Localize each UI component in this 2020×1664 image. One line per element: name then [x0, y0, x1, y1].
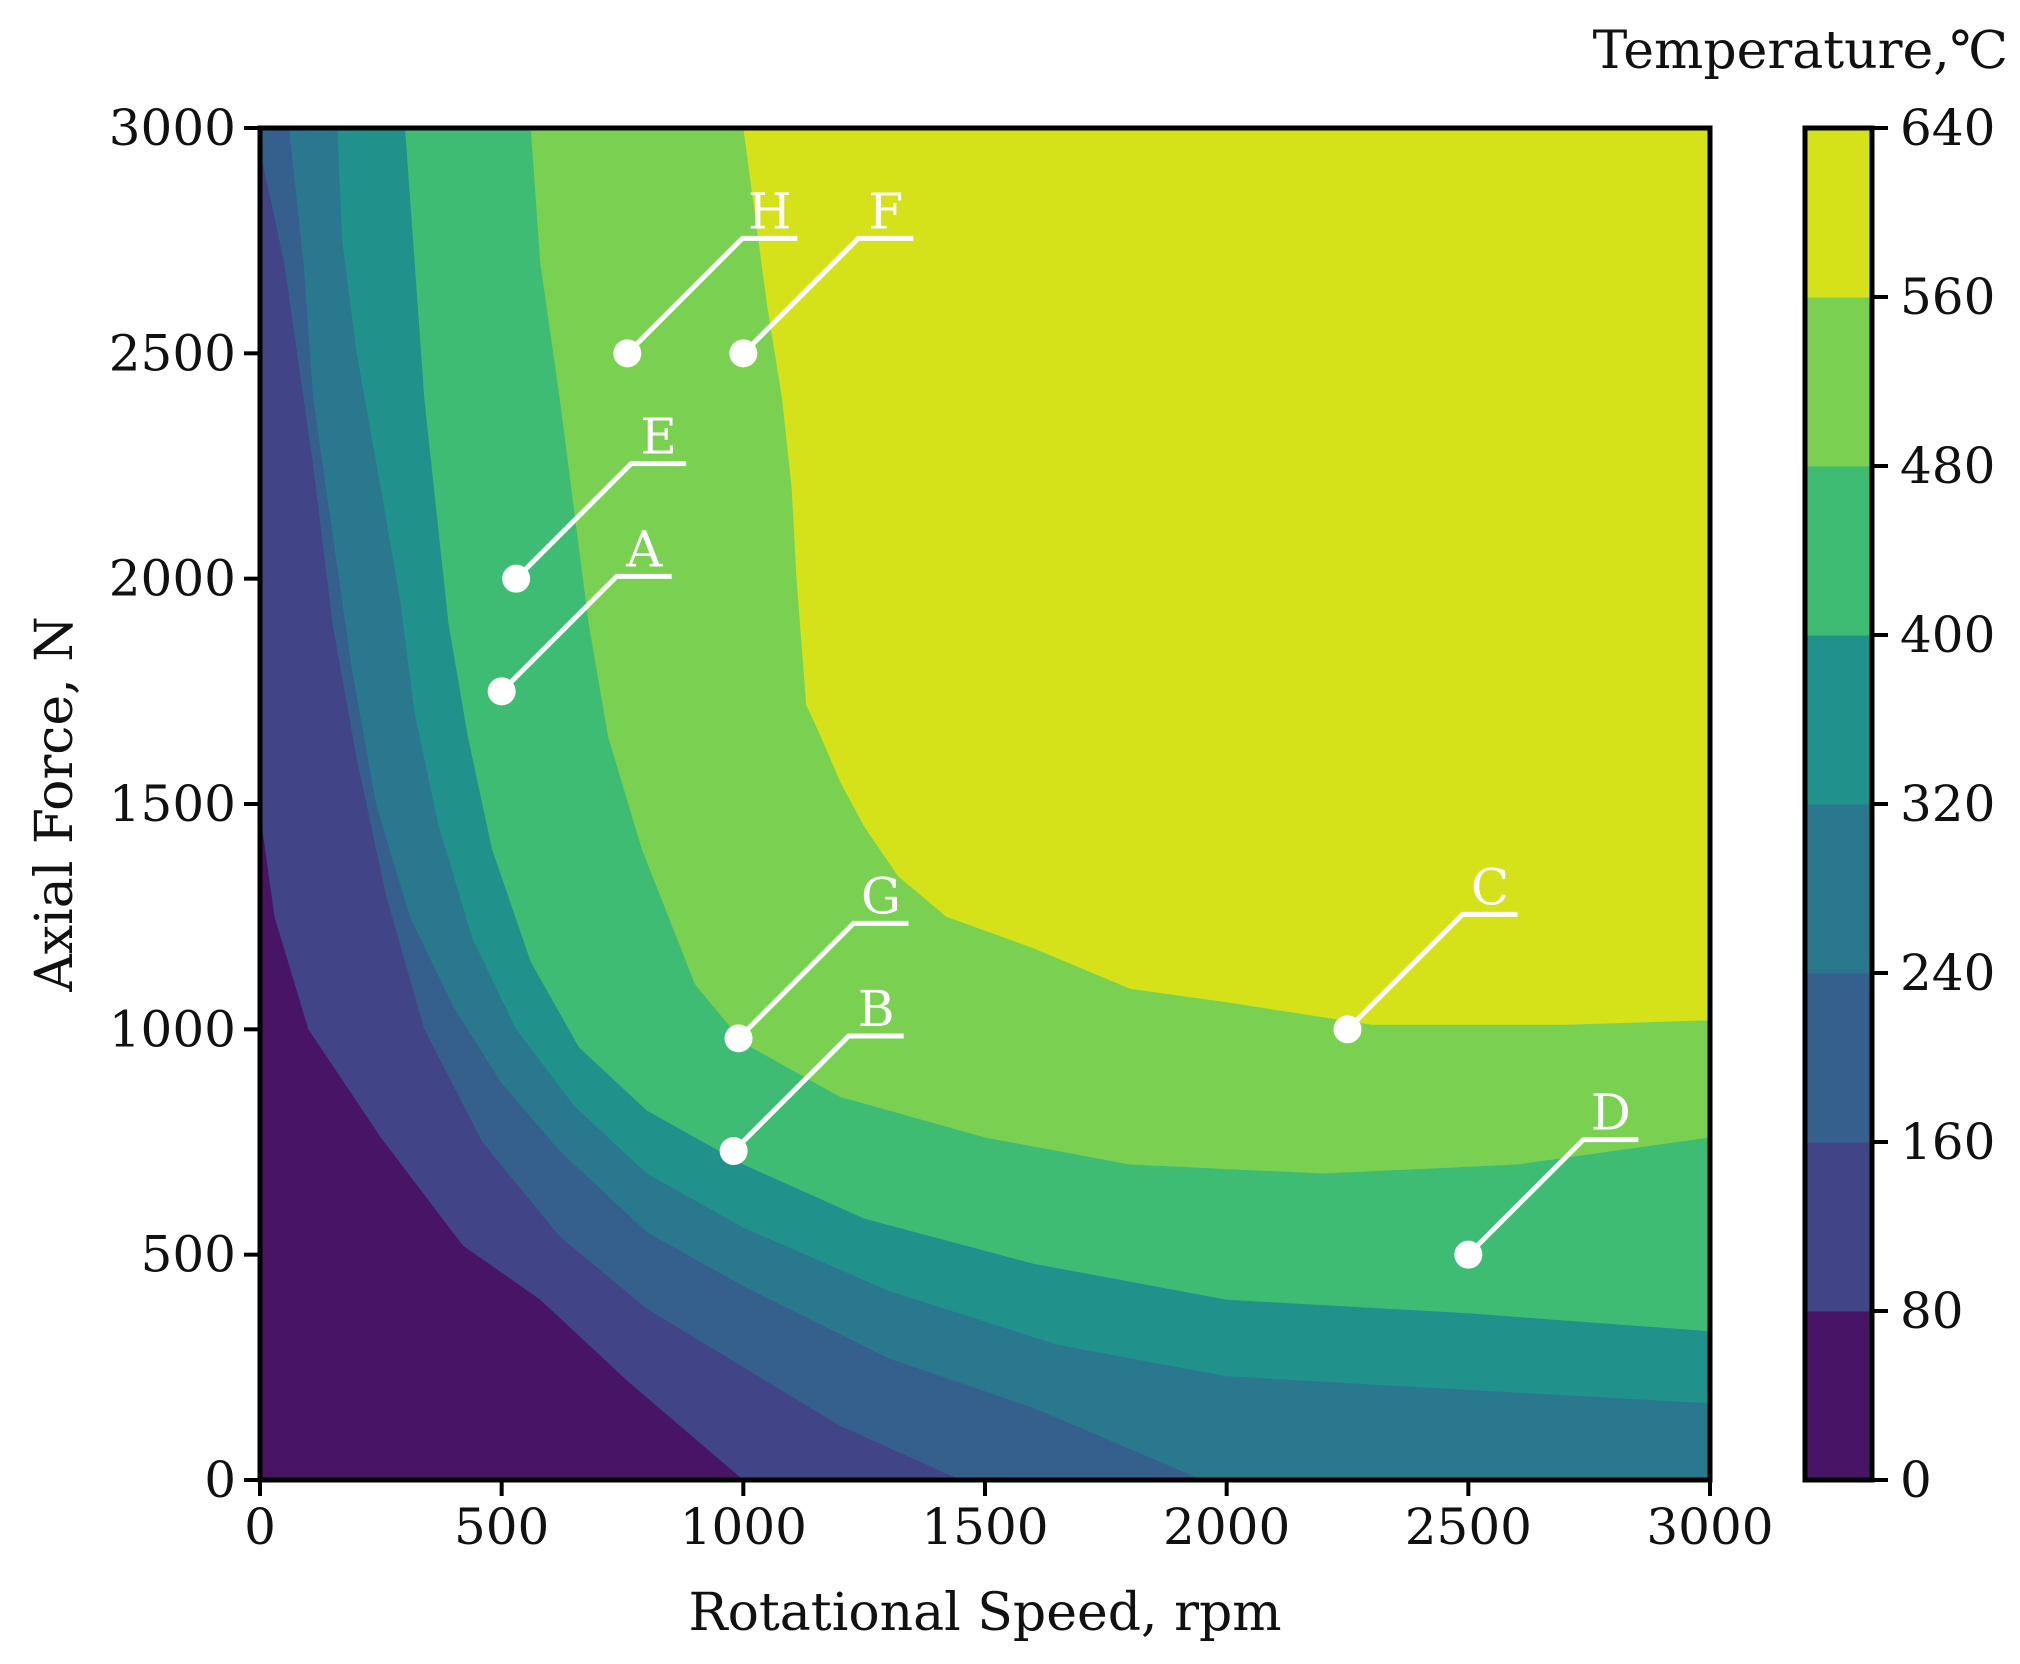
y-tick-label: 500: [141, 1226, 236, 1284]
x-tick-label: 2000: [1163, 1498, 1290, 1556]
y-tick-label: 0: [204, 1451, 236, 1509]
leader-line: [1466, 1137, 1639, 1257]
x-tick-label: 1000: [680, 1498, 807, 1556]
leader-line: [625, 235, 798, 356]
y-axis-title: Axial Force, N: [25, 616, 85, 993]
point-label: B: [858, 980, 895, 1038]
colorbar-tick-label: 320: [1900, 775, 1995, 833]
leader-line: [741, 235, 914, 356]
leader-line: [499, 573, 672, 694]
plot-area: [260, 128, 1710, 1480]
x-axis-title: Rotational Speed, rpm: [688, 1583, 1281, 1643]
colorbar-tick-label: 160: [1900, 1113, 1995, 1171]
point-F: F: [729, 182, 914, 368]
colorbar-tick-label: 80: [1900, 1282, 1964, 1340]
point-C: C: [1333, 858, 1518, 1044]
point-label: F: [868, 182, 903, 240]
colorbar-segment: [1805, 973, 1872, 1143]
colorbar-tick-label: 400: [1900, 606, 1995, 664]
point-B: B: [719, 980, 904, 1166]
x-tick-label: 2500: [1405, 1498, 1532, 1556]
leader-line: [1345, 911, 1518, 1032]
x-tick-label: 500: [454, 1498, 549, 1556]
point-label: E: [640, 408, 677, 466]
y-axis: 0 500 1000 1500 2000 2500 3000: [109, 99, 260, 1509]
leader-line: [514, 461, 687, 581]
y-tick-label: 3000: [109, 99, 236, 157]
point-E: E: [502, 408, 687, 593]
point-G: G: [724, 867, 909, 1053]
colorbar-segment: [1805, 635, 1872, 805]
colorbar-segment: [1805, 466, 1872, 636]
colorbar-segment: [1805, 128, 1872, 298]
x-axis: 0 500 1000 1500 2000 2500 3000: [244, 1480, 1774, 1556]
x-tick-label: 0: [244, 1498, 276, 1556]
point-D: D: [1454, 1084, 1639, 1269]
point-marker: [729, 339, 758, 368]
labeled-points: A B C D E F G H: [487, 182, 1639, 1269]
y-tick-label: 1000: [109, 1000, 236, 1058]
colorbar-segment: [1805, 1142, 1872, 1312]
point-H: H: [613, 182, 798, 368]
colorbar-segment: [1805, 1311, 1872, 1481]
point-label: H: [748, 182, 792, 240]
point-label: D: [1591, 1084, 1631, 1142]
colorbar-tick-label: 0: [1900, 1451, 1932, 1509]
leader-line: [731, 1033, 904, 1153]
point-marker: [613, 339, 642, 368]
colorbar-tick-label: 560: [1900, 268, 1995, 326]
y-tick-label: 2500: [109, 324, 236, 382]
colorbar-segment: [1805, 297, 1872, 467]
x-tick-label: 3000: [1646, 1498, 1773, 1556]
y-tick-label: 1500: [109, 775, 236, 833]
point-A: A: [487, 520, 672, 706]
y-tick-label: 2000: [109, 550, 236, 608]
point-label: C: [1471, 858, 1509, 916]
colorbar-title: Temperature,℃: [1593, 21, 2008, 81]
colorbar-tick-label: 240: [1900, 944, 1995, 1002]
colorbar: 0 80 160 240 320 400 480 560 640: [1802, 99, 1995, 1509]
contour-band-7: [743, 128, 1710, 1025]
point-marker: [719, 1137, 748, 1166]
x-tick-label: 1500: [921, 1498, 1048, 1556]
colorbar-segment: [1805, 804, 1872, 974]
point-marker: [724, 1024, 753, 1053]
point-label: G: [861, 867, 901, 925]
point-marker: [487, 677, 516, 706]
leader-line: [736, 920, 909, 1041]
colorbar-tick-label: 640: [1900, 99, 1995, 157]
point-marker: [502, 564, 531, 593]
colorbar-tick-label: 480: [1900, 437, 1995, 495]
point-label: A: [625, 520, 663, 578]
point-marker: [1454, 1240, 1483, 1269]
point-marker: [1333, 1015, 1362, 1044]
